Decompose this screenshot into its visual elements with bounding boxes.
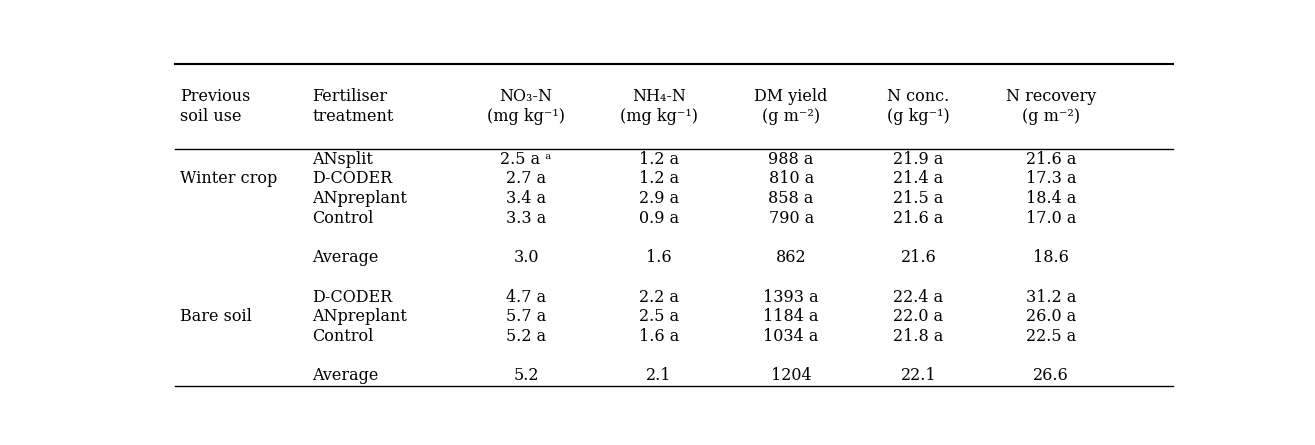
Text: Control: Control xyxy=(312,210,373,227)
Text: 988 a: 988 a xyxy=(768,151,814,168)
Text: Fertiliser
treatment: Fertiliser treatment xyxy=(312,88,393,125)
Text: 3.0: 3.0 xyxy=(513,249,539,266)
Text: NH₄-N
(mg kg⁻¹): NH₄-N (mg kg⁻¹) xyxy=(619,88,698,125)
Text: 21.6 a: 21.6 a xyxy=(1026,151,1076,168)
Text: Average: Average xyxy=(312,249,379,266)
Text: 1.2 a: 1.2 a xyxy=(639,151,679,168)
Text: Average: Average xyxy=(312,368,379,384)
Text: 21.6: 21.6 xyxy=(901,249,936,266)
Text: 2.2 a: 2.2 a xyxy=(639,289,679,306)
Text: ANpreplant: ANpreplant xyxy=(312,308,408,325)
Text: 21.5 a: 21.5 a xyxy=(893,190,944,207)
Text: N conc.
(g kg⁻¹): N conc. (g kg⁻¹) xyxy=(888,88,949,125)
Text: 21.8 a: 21.8 a xyxy=(893,328,944,345)
Text: Bare soil: Bare soil xyxy=(180,308,251,325)
Text: 2.1: 2.1 xyxy=(646,368,672,384)
Text: 1034 a: 1034 a xyxy=(764,328,819,345)
Text: 858 a: 858 a xyxy=(768,190,814,207)
Text: Previous
soil use: Previous soil use xyxy=(180,88,250,125)
Text: 18.6: 18.6 xyxy=(1034,249,1069,266)
Text: 2.7 a: 2.7 a xyxy=(506,170,546,187)
Text: 862: 862 xyxy=(776,249,806,266)
Text: 4.7 a: 4.7 a xyxy=(506,289,546,306)
Text: 21.6 a: 21.6 a xyxy=(893,210,944,227)
Text: 0.9 a: 0.9 a xyxy=(639,210,679,227)
Text: D-CODER: D-CODER xyxy=(312,289,392,306)
Text: 1184 a: 1184 a xyxy=(764,308,819,325)
Text: 810 a: 810 a xyxy=(768,170,814,187)
Text: 22.1: 22.1 xyxy=(901,368,936,384)
Text: 2.5 a: 2.5 a xyxy=(639,308,679,325)
Text: 22.0 a: 22.0 a xyxy=(893,308,944,325)
Text: N recovery
(g m⁻²): N recovery (g m⁻²) xyxy=(1006,88,1097,125)
Text: 3.4 a: 3.4 a xyxy=(506,190,546,207)
Text: 18.4 a: 18.4 a xyxy=(1026,190,1076,207)
Text: 17.3 a: 17.3 a xyxy=(1026,170,1076,187)
Text: Control: Control xyxy=(312,328,373,345)
Text: 21.9 a: 21.9 a xyxy=(893,151,944,168)
Text: 5.2 a: 5.2 a xyxy=(506,328,546,345)
Text: ANpreplant: ANpreplant xyxy=(312,190,408,207)
Text: 21.4 a: 21.4 a xyxy=(893,170,944,187)
Text: 5.7 a: 5.7 a xyxy=(506,308,546,325)
Text: 1204: 1204 xyxy=(771,368,811,384)
Text: 5.2: 5.2 xyxy=(513,368,539,384)
Text: D-CODER: D-CODER xyxy=(312,170,392,187)
Text: 22.4 a: 22.4 a xyxy=(893,289,944,306)
Text: 26.6: 26.6 xyxy=(1034,368,1069,384)
Text: 26.0 a: 26.0 a xyxy=(1026,308,1076,325)
Text: 1.2 a: 1.2 a xyxy=(639,170,679,187)
Text: DM yield
(g m⁻²): DM yield (g m⁻²) xyxy=(755,88,828,125)
Text: 2.9 a: 2.9 a xyxy=(639,190,679,207)
Text: 1393 a: 1393 a xyxy=(763,289,819,306)
Text: 1.6 a: 1.6 a xyxy=(639,328,679,345)
Text: NO₃-N
(mg kg⁻¹): NO₃-N (mg kg⁻¹) xyxy=(487,88,565,125)
Text: 2.5 a ᵃ: 2.5 a ᵃ xyxy=(501,151,552,168)
Text: 1.6: 1.6 xyxy=(646,249,672,266)
Text: 31.2 a: 31.2 a xyxy=(1026,289,1076,306)
Text: 3.3 a: 3.3 a xyxy=(506,210,546,227)
Text: 790 a: 790 a xyxy=(768,210,814,227)
Text: 17.0 a: 17.0 a xyxy=(1026,210,1076,227)
Text: Winter crop: Winter crop xyxy=(180,170,277,187)
Text: ANsplit: ANsplit xyxy=(312,151,373,168)
Text: 22.5 a: 22.5 a xyxy=(1026,328,1076,345)
